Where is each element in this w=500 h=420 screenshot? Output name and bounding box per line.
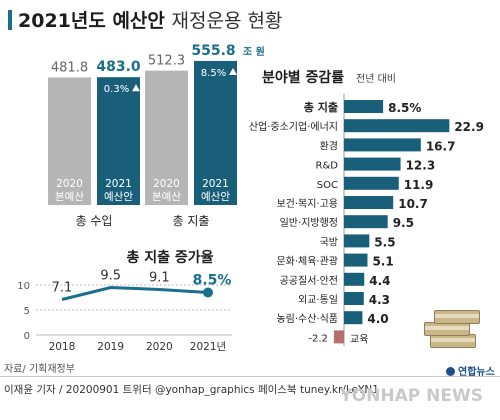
watermark: YONHAP NEWS [340, 386, 483, 406]
sector-label-12: -2.2 [308, 333, 328, 344]
sector-value-10: 4.3 [369, 293, 390, 307]
sector-bar-9 [344, 272, 365, 286]
bar-value-1-1: 555.8 [191, 43, 235, 59]
sector-bar-11 [344, 311, 363, 325]
sector-label-11: 농림·수산·식품 [276, 313, 338, 325]
bar-rate-1: 8.5% [201, 68, 226, 79]
sector-label-1: 산업·중소기업·에너지 [249, 120, 338, 133]
line-series [61, 285, 209, 301]
line-ytick-1: 5 [24, 306, 30, 317]
sector-value-1: 22.9 [454, 120, 484, 134]
bar-1-1 [194, 60, 237, 205]
line-point-3 [203, 287, 213, 298]
sector-value-0: 8.5% [388, 101, 421, 115]
sector-value-4: 11.9 [404, 178, 434, 192]
sector-label-6: 일반·지방행정 [280, 217, 338, 229]
sector-chart-title: 분야별 증감률 [262, 69, 344, 86]
sector-label-10: 외교·통일 [298, 294, 338, 306]
sector-value-7: 5.5 [374, 235, 395, 249]
sector-label-3: R&D [316, 161, 339, 172]
sector-bar-6 [344, 215, 388, 229]
group-label-0: 총 수입 [76, 214, 113, 228]
up-arrow-icon [132, 84, 140, 92]
bar-sublabel-1-0: 본예산 [152, 190, 181, 203]
line-chart-title: 총 지출 증가율 [126, 249, 213, 266]
sector-bar-12 [333, 330, 344, 344]
sector-bar-5 [344, 196, 394, 209]
bar-year-1-0: 2020 [153, 178, 180, 190]
sector-value-8: 5.1 [372, 255, 393, 269]
line-value-1: 9.5 [100, 269, 121, 284]
group-label-1: 총 지출 [173, 214, 210, 228]
sector-chart-note: 전년 대비 [356, 73, 396, 85]
yonhap-logo: 연합뉴스 [446, 363, 495, 378]
sector-label-0: 총 지출 [304, 100, 338, 114]
source-note: 자료/ 기획재정부 [4, 364, 75, 375]
line-xtick-1: 2019 [97, 341, 124, 353]
bar-sublabel-0-0: 본예산 [55, 190, 84, 203]
bar-0-1 [97, 77, 140, 205]
sector-bar-7 [344, 234, 370, 248]
bar-0-0 [48, 77, 91, 205]
bar-value-0-1: 483.0 [96, 59, 141, 75]
line-value-3: 8.5% [193, 273, 232, 289]
bar-value-0-0: 481.8 [51, 60, 88, 75]
bar-year-0-1: 2021 [105, 178, 132, 190]
money-stack-icon [420, 300, 482, 350]
bar-1-0 [145, 70, 188, 205]
sector-bar-10 [344, 292, 364, 305]
up-arrow-icon [229, 67, 237, 75]
footer-divider [0, 376, 500, 377]
sector-bar-3 [344, 157, 401, 171]
title-main: 2021년도 예산안 [18, 10, 165, 32]
bar-year-0-0: 2020 [56, 178, 83, 190]
line-xtick-3: 2021년 [190, 341, 226, 353]
sector-value-3: 12.3 [406, 159, 436, 173]
sector-bar-1 [344, 119, 450, 133]
sector-bar-0 [344, 100, 384, 113]
sector-value-11: 4.0 [367, 312, 388, 326]
bar-year-1-1: 2021 [202, 178, 229, 190]
sector-value-6: 9.5 [393, 216, 414, 230]
sector-value-5: 10.7 [398, 197, 428, 211]
credit-line: 이재윤 기자 / 20200901 트위터 @yonhap_graphics 페… [4, 384, 379, 396]
page-title: 2021년도 예산안 재정운용 현황 [8, 6, 282, 33]
bar-value-1-0: 512.3 [148, 54, 185, 69]
sector-value-12: 교육 [350, 333, 368, 345]
bar-sublabel-1-1: 예산안 [201, 190, 230, 203]
sector-bar-8 [344, 253, 368, 267]
sector-bar-2 [344, 138, 421, 152]
title-accent [8, 10, 12, 30]
line-value-0: 7.1 [52, 281, 73, 296]
bar-rate-0: 0.3% [104, 84, 129, 95]
sector-bar-4 [344, 176, 399, 190]
bar-sublabel-0-1: 예산안 [104, 190, 133, 203]
sector-value-9: 4.4 [369, 274, 390, 288]
sector-label-8: 문화·체육·관광 [276, 256, 338, 268]
line-ytick-2: 0 [24, 331, 30, 342]
title-sub: 재정운용 현황 [171, 10, 283, 32]
sector-label-2: 환경 [320, 139, 338, 152]
line-xtick-0: 2018 [49, 341, 76, 353]
sector-label-9: 공공질서·안전 [280, 275, 338, 287]
sector-label-4: SOC [317, 180, 338, 191]
line-xtick-2: 2020 [146, 341, 173, 353]
sector-label-7: 국방 [320, 236, 338, 248]
bar-unit: 조 원 [243, 45, 265, 58]
line-value-2: 9.1 [149, 271, 170, 286]
sector-label-5: 보건·복지·고용 [276, 198, 338, 210]
line-ytick-0: 10 [17, 281, 30, 292]
sector-value-2: 16.7 [426, 139, 456, 153]
